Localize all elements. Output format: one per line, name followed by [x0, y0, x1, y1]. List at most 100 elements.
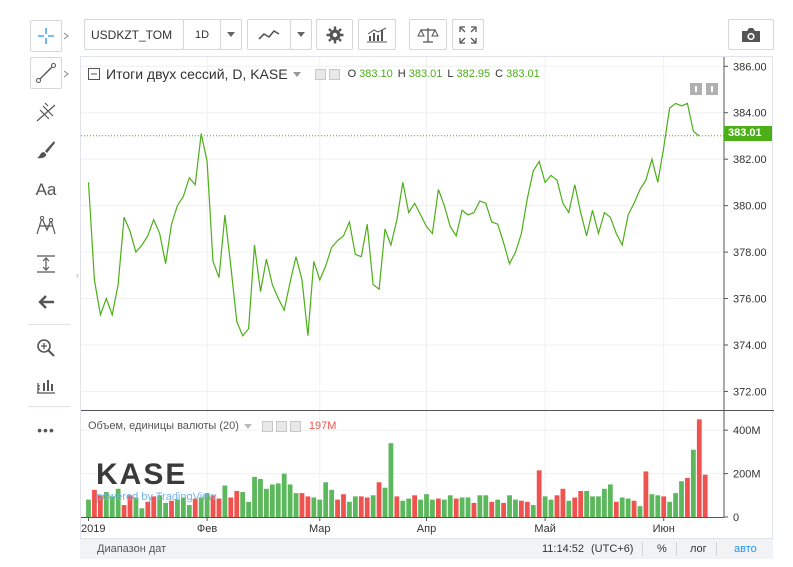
volume-bar — [424, 494, 429, 517]
volume-bar — [536, 470, 542, 517]
y-tick-label: 378.00 — [733, 247, 767, 259]
settings-button[interactable] — [316, 19, 353, 50]
chevron-down-icon[interactable] — [243, 423, 252, 429]
volume-bar — [388, 443, 394, 517]
volume-bar — [572, 497, 578, 517]
zoom-tool[interactable] — [30, 332, 62, 364]
fullscreen-button[interactable] — [452, 19, 484, 50]
y-tick-label: 386.00 — [733, 61, 767, 73]
x-tick-label: 2019 — [81, 523, 105, 535]
volume-bar — [625, 498, 631, 517]
text-tool[interactable]: Aa — [30, 174, 62, 206]
axes: 386.00 384.00 382.00 380.00 378.00 376.00 374.… — [81, 57, 774, 535]
volume-bar — [246, 501, 252, 517]
grid — [81, 57, 724, 517]
volume-bars — [86, 419, 708, 517]
snapshot-button[interactable] — [728, 19, 774, 50]
chart-type-dropdown[interactable] — [290, 19, 312, 50]
powered-by-label[interactable]: powered by TradingView — [96, 491, 217, 503]
volume-bar — [264, 488, 269, 517]
volume-bar — [352, 496, 358, 517]
remove-drawings-tool[interactable] — [30, 286, 62, 318]
volume-bar — [518, 500, 524, 517]
collapse-legend-icon[interactable] — [88, 68, 100, 80]
volume-legend: Объем, единицы валюты (20) 197M — [88, 420, 336, 432]
pitchfork-tool[interactable] — [30, 96, 62, 128]
interval-button[interactable]: 1D — [183, 19, 221, 50]
volume-bar — [347, 501, 352, 517]
crosshair-tool[interactable] — [30, 20, 62, 52]
interval-label: 1D — [194, 28, 210, 41]
volume-bar — [240, 492, 246, 517]
date-range-button[interactable]: Диапазон дат — [97, 543, 167, 555]
volume-bar — [311, 497, 317, 517]
volume-bar — [483, 495, 489, 517]
expand-arrow-icon[interactable] — [63, 70, 69, 78]
x-tick-label: Фев — [197, 523, 217, 535]
volume-bar — [204, 493, 210, 517]
settings-icon[interactable] — [275, 420, 287, 432]
indicators-button[interactable] — [358, 19, 396, 50]
volume-bar — [86, 499, 91, 517]
interval-dropdown[interactable] — [220, 19, 242, 50]
volume-bar — [400, 500, 406, 517]
chart-type-button[interactable] — [247, 19, 291, 50]
volume-bar — [186, 505, 192, 517]
volume-bar — [287, 484, 293, 517]
y-tick-label: 382.00 — [733, 154, 767, 166]
volume-bar — [655, 495, 661, 517]
settings-icon[interactable] — [328, 68, 340, 80]
timezone-button[interactable]: (UTC+6) — [591, 543, 634, 555]
y-tick-label: 372.00 — [733, 386, 767, 398]
volume-bar — [281, 473, 287, 517]
x-tick-label: Мар — [309, 523, 331, 535]
volume-bar — [163, 502, 168, 517]
pitchfork-icon — [36, 102, 56, 122]
pattern-tool[interactable] — [30, 210, 62, 242]
volume-bar — [685, 477, 690, 517]
volume-bar — [323, 482, 329, 517]
log-toggle[interactable]: лог — [690, 543, 707, 555]
measure-tool[interactable] — [30, 248, 62, 280]
volume-bar — [607, 484, 613, 517]
volume-tick-label: 200M — [733, 469, 761, 481]
divider — [716, 542, 717, 556]
volume-bar — [477, 495, 483, 517]
volume-bar — [495, 499, 501, 517]
volume-bar — [341, 494, 346, 517]
chart-area[interactable]: 386.00 384.00 382.00 380.00 378.00 376.00 374.… — [80, 56, 774, 541]
expand-arrow-icon[interactable] — [63, 32, 69, 40]
y-tick-label: 376.00 — [733, 294, 767, 306]
auto-toggle[interactable]: авто — [734, 543, 757, 555]
volume-bar — [139, 508, 145, 517]
volume-bar — [418, 499, 423, 517]
close-icon[interactable] — [289, 420, 301, 432]
brush-tool[interactable] — [30, 134, 62, 166]
trend-line-tool[interactable] — [30, 57, 62, 89]
volume-bar — [175, 499, 180, 517]
volume-title: Объем, единицы валюты (20) — [88, 420, 239, 432]
symbol-search-button[interactable]: USDKZT_TOM — [84, 19, 184, 50]
trend-line-icon — [36, 63, 56, 83]
compare-button[interactable] — [409, 19, 447, 50]
collapse-toolbar-handle[interactable]: ‹ — [76, 270, 79, 280]
chevron-down-icon[interactable] — [292, 71, 301, 77]
indicators-icon — [367, 27, 387, 42]
more-tools-button[interactable]: ••• — [30, 414, 62, 446]
volume-bar — [335, 499, 340, 517]
percent-toggle[interactable]: % — [657, 543, 667, 555]
volume-bar — [542, 496, 548, 517]
volume-bar — [370, 495, 376, 517]
kase-logo: KASE powered by TradingView — [96, 460, 217, 504]
volume-bar — [299, 493, 305, 517]
open-label: O — [347, 68, 357, 80]
volume-bar — [275, 483, 281, 517]
volume-bar — [602, 488, 607, 517]
chart-svg[interactable]: 386.00 384.00 382.00 380.00 378.00 376.00 374.… — [81, 57, 774, 541]
eye-icon[interactable] — [314, 68, 326, 80]
volume-bar — [566, 500, 572, 517]
ruler-tool[interactable] — [30, 370, 62, 402]
volume-bar — [109, 496, 115, 517]
eye-icon[interactable] — [261, 420, 273, 432]
crosshair-icon — [38, 28, 54, 44]
